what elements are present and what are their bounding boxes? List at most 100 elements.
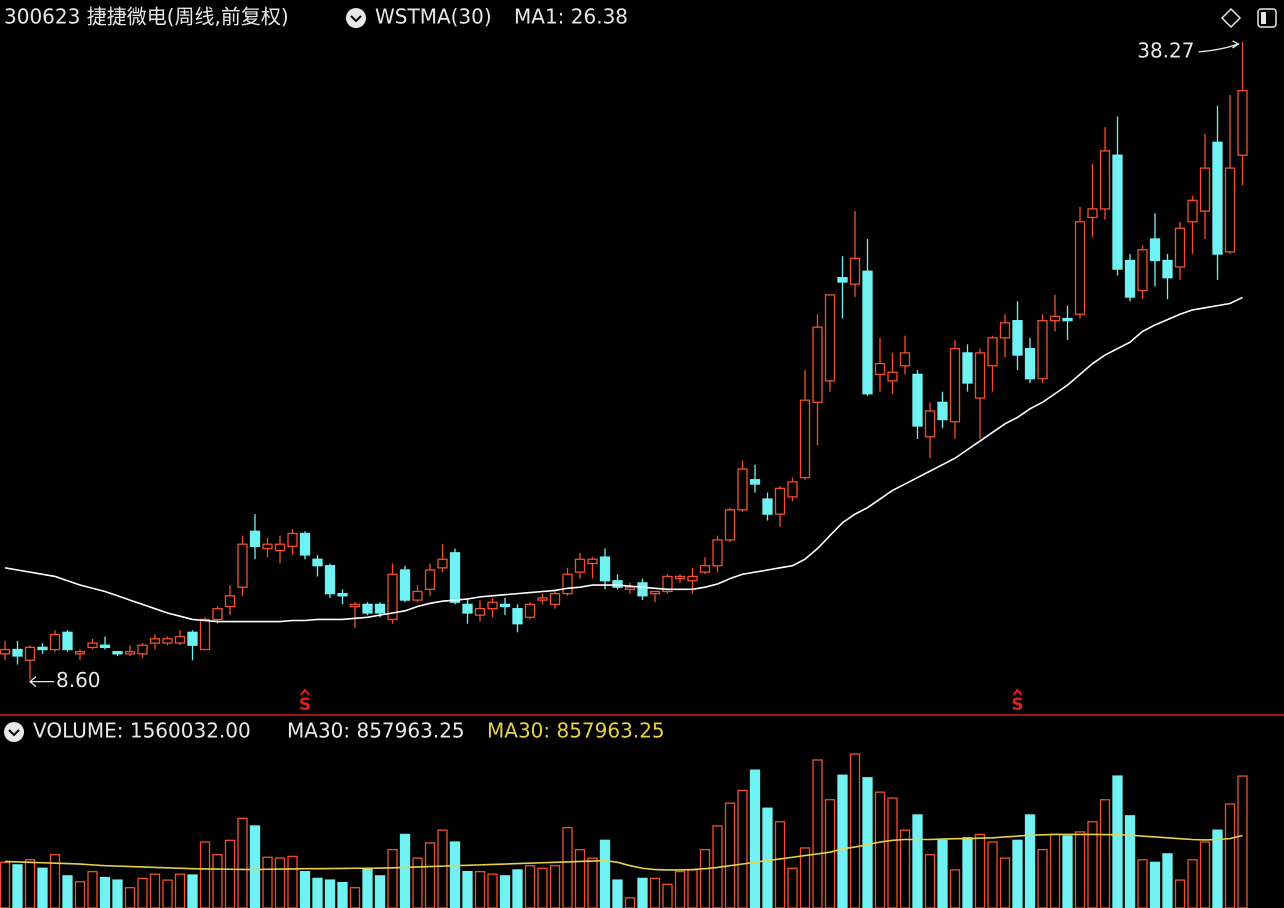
volume-bar [637,877,648,908]
volume-bar [874,791,886,908]
candle-body [424,569,436,590]
candle-body [1224,167,1236,253]
candle-body [1087,208,1098,219]
candle-body [312,558,323,567]
volume-bar [399,833,411,908]
volume-bar [749,769,761,908]
candle-body [149,638,161,644]
volume-bar [387,848,398,908]
candle-body [1212,141,1223,255]
candle-body [749,479,761,485]
candle-body [637,582,648,597]
candle-body [1174,227,1186,268]
volume-bar [0,861,11,908]
volume-bar [799,847,811,908]
volume-bar [262,856,273,908]
volume-bar [337,881,348,908]
volume-ma-legend: MA30: 857963.25 [287,719,465,743]
candle-body [187,631,198,646]
candle-body [999,322,1011,339]
candle-body [349,603,361,608]
volume-bar [1237,775,1248,908]
volume-bar [612,879,623,908]
volume-bar [99,876,111,908]
volume-bar [987,841,998,908]
candle-body [1062,317,1073,322]
volume-bar [24,859,36,908]
diamond-icon[interactable] [1220,7,1242,29]
volume-bar [1099,799,1111,908]
volume-bar [1049,833,1061,908]
candle-body [787,481,798,498]
candle-body [24,646,36,661]
volume-bar [87,870,98,908]
candle-body [1024,347,1036,380]
candle-body [874,363,886,376]
volume-bar [1174,879,1186,908]
candle-body [487,601,498,610]
volume-bar [624,897,636,908]
volume-bar [549,865,561,908]
candle-body [49,633,61,651]
candle-body [912,373,923,427]
candle-body [362,603,373,614]
candle-body [399,569,411,601]
candle-body [737,468,748,511]
candle-body [462,603,473,614]
candle-body [162,638,173,644]
candle-body [812,326,823,404]
volume-bar [199,841,211,908]
candle-body [1124,259,1136,298]
candle-body [762,498,773,515]
volume-bar [437,829,448,908]
volume-bar [37,867,48,908]
volume-bar [1199,841,1211,908]
volume-bar [349,887,361,908]
candle-body [474,608,486,616]
signal-caret [1012,688,1023,696]
dropdown-icon[interactable] [346,8,366,28]
volume-bar [474,870,486,908]
volume-bar [837,774,848,908]
volume-bar [1224,803,1236,908]
candle-body [724,509,736,541]
candle-body [174,635,186,644]
panel-icon[interactable] [1257,8,1277,28]
candle-body [799,399,811,479]
candle-body [137,644,148,655]
volume-bar [1012,839,1023,908]
ma-line [4,296,1243,623]
candle-body [1137,249,1148,292]
candle-body [249,530,261,548]
candle-body [899,352,911,367]
candle-body [624,586,636,590]
volume-bar [149,873,161,908]
candle-body [112,651,123,655]
volume-bar [949,869,961,908]
volume-bar [1112,775,1123,908]
volume-bar [1124,815,1136,908]
candle-body [1237,90,1248,156]
volume-bar [499,875,511,908]
volume-bar [899,829,911,908]
signal-label: S [299,695,311,715]
candle-body [212,608,223,621]
volume-bar [1037,848,1048,908]
volume-bar [774,821,786,908]
volume-ma-line [4,833,1243,871]
candle-body [1099,150,1111,210]
candle-body [1074,221,1086,315]
candle-body [712,539,723,567]
candle-body [887,371,898,382]
volume-bar [74,881,86,908]
volume-bar [824,799,836,908]
volume-bar [137,877,148,908]
volume-bar [462,870,473,908]
volume-bar [937,839,948,908]
dropdown-icon[interactable] [4,722,24,742]
candle-body [574,558,586,573]
candle-body [274,543,286,552]
volume-bar [1137,859,1148,908]
volume-bar [849,753,861,908]
volume-bar [112,879,123,908]
